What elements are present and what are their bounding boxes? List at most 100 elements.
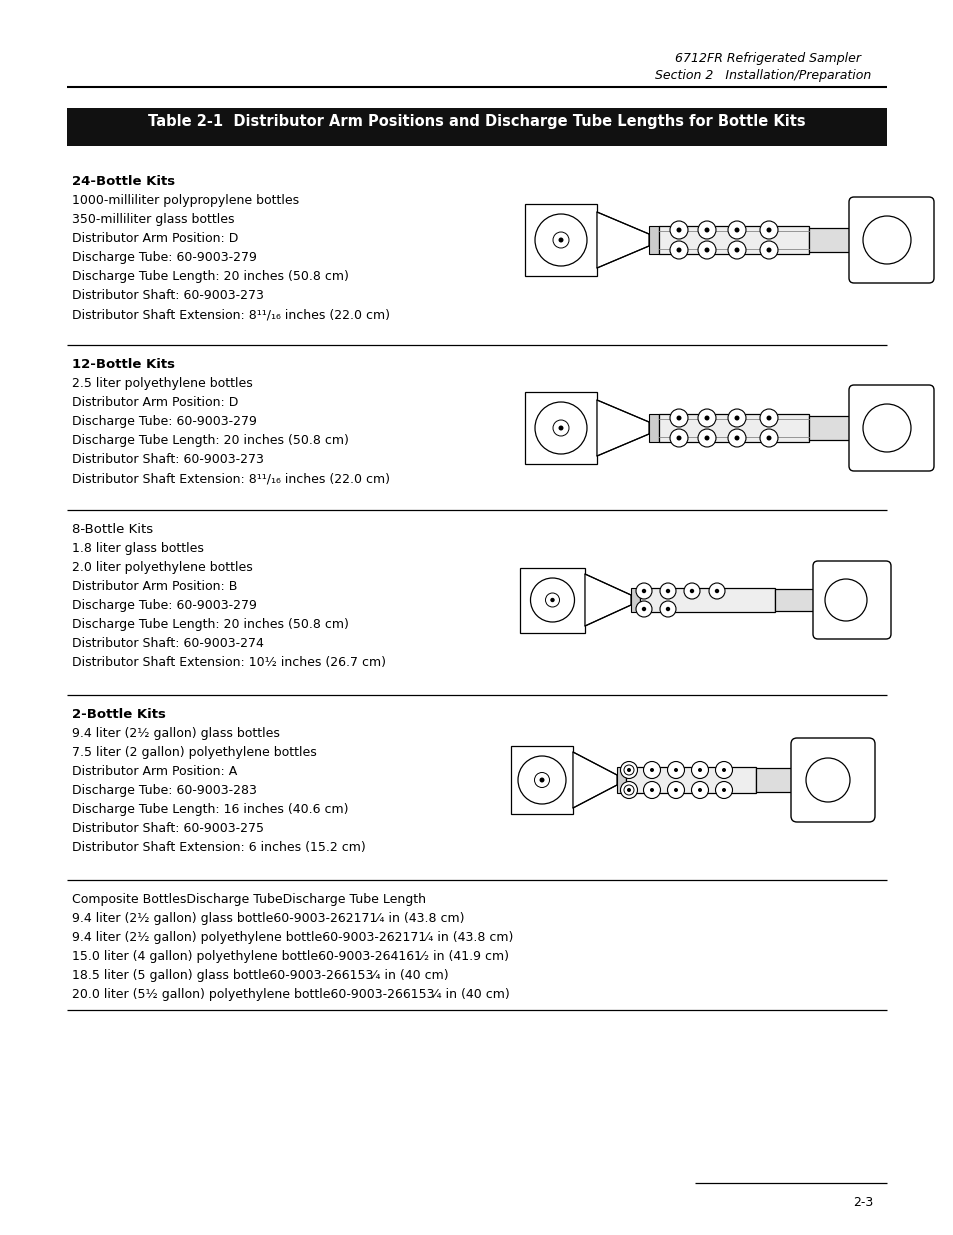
Circle shape <box>673 768 678 772</box>
Circle shape <box>659 583 676 599</box>
Circle shape <box>765 247 771 252</box>
Text: Distributor Shaft: 60-9003-273: Distributor Shaft: 60-9003-273 <box>71 289 264 303</box>
Circle shape <box>698 788 701 792</box>
Circle shape <box>535 214 586 266</box>
Bar <box>524 391 597 464</box>
Text: Composite BottlesDischarge TubeDischarge Tube Length: Composite BottlesDischarge TubeDischarge… <box>71 893 426 906</box>
Circle shape <box>760 241 778 259</box>
Circle shape <box>545 593 558 606</box>
Bar <box>659 414 808 442</box>
Bar <box>808 228 853 252</box>
Circle shape <box>649 788 654 792</box>
Bar <box>755 768 793 792</box>
Text: Distributor Arm Position: D: Distributor Arm Position: D <box>71 232 238 245</box>
FancyBboxPatch shape <box>790 739 874 823</box>
Text: Distributor Shaft: 60-9003-273: Distributor Shaft: 60-9003-273 <box>71 453 264 466</box>
Text: 9.4 liter (2½ gallon) glass bottles: 9.4 liter (2½ gallon) glass bottles <box>71 727 279 740</box>
Circle shape <box>683 583 700 599</box>
Circle shape <box>676 436 680 441</box>
Circle shape <box>676 415 680 420</box>
Circle shape <box>641 606 645 611</box>
Circle shape <box>760 409 778 427</box>
Circle shape <box>673 788 678 792</box>
Circle shape <box>659 601 676 618</box>
Circle shape <box>703 247 709 252</box>
Bar <box>639 588 774 613</box>
Circle shape <box>619 782 637 799</box>
Circle shape <box>727 429 745 447</box>
Circle shape <box>708 583 724 599</box>
Text: 1.8 liter glass bottles: 1.8 liter glass bottles <box>71 542 204 555</box>
Text: 15.0 liter (4 gallon) polyethylene bottle60-9003-264161⁄₂ in (41.9 cm): 15.0 liter (4 gallon) polyethylene bottl… <box>71 950 509 963</box>
Circle shape <box>535 403 586 454</box>
Text: Distributor Shaft: 60-9003-275: Distributor Shaft: 60-9003-275 <box>71 823 264 835</box>
Text: Discharge Tube: 60-9003-283: Discharge Tube: 60-9003-283 <box>71 784 256 797</box>
Circle shape <box>676 227 680 232</box>
Circle shape <box>691 782 708 799</box>
Circle shape <box>626 768 630 772</box>
Circle shape <box>669 409 687 427</box>
Circle shape <box>636 601 651 618</box>
Text: 8-Bottle Kits: 8-Bottle Kits <box>71 522 153 536</box>
Circle shape <box>669 221 687 240</box>
Circle shape <box>727 409 745 427</box>
Circle shape <box>765 415 771 420</box>
Circle shape <box>626 788 630 792</box>
Circle shape <box>727 221 745 240</box>
Text: Discharge Tube Length: 20 inches (50.8 cm): Discharge Tube Length: 20 inches (50.8 c… <box>71 270 349 283</box>
Text: Distributor Shaft Extension: 8¹¹/₁₆ inches (22.0 cm): Distributor Shaft Extension: 8¹¹/₁₆ inch… <box>71 308 390 321</box>
Circle shape <box>698 409 716 427</box>
Text: 7.5 liter (2 gallon) polyethylene bottles: 7.5 liter (2 gallon) polyethylene bottle… <box>71 746 316 760</box>
Circle shape <box>721 768 725 772</box>
Circle shape <box>765 227 771 232</box>
Circle shape <box>721 788 725 792</box>
Bar <box>808 416 853 440</box>
Text: 2-Bottle Kits: 2-Bottle Kits <box>71 708 166 721</box>
Circle shape <box>643 762 659 778</box>
Circle shape <box>760 221 778 240</box>
Circle shape <box>715 782 732 799</box>
Circle shape <box>636 583 651 599</box>
Text: 2.0 liter polyethylene bottles: 2.0 liter polyethylene bottles <box>71 561 253 574</box>
Circle shape <box>765 436 771 441</box>
Bar <box>67 107 886 146</box>
Text: 12-Bottle Kits: 12-Bottle Kits <box>71 358 174 370</box>
Circle shape <box>760 429 778 447</box>
Text: Discharge Tube: 60-9003-279: Discharge Tube: 60-9003-279 <box>71 599 256 613</box>
Text: Distributor Shaft Extension: 8¹¹/₁₆ inches (22.0 cm): Distributor Shaft Extension: 8¹¹/₁₆ inch… <box>71 472 390 485</box>
Text: Distributor Arm Position: A: Distributor Arm Position: A <box>71 764 237 778</box>
Circle shape <box>805 758 849 802</box>
Circle shape <box>862 404 910 452</box>
Text: 9.4 liter (2½ gallon) polyethylene bottle60-9003-262171⁄₄ in (43.8 cm): 9.4 liter (2½ gallon) polyethylene bottl… <box>71 931 513 944</box>
Circle shape <box>691 762 708 778</box>
Polygon shape <box>573 752 617 808</box>
Circle shape <box>734 436 739 441</box>
Text: Discharge Tube Length: 20 inches (50.8 cm): Discharge Tube Length: 20 inches (50.8 c… <box>71 618 349 631</box>
Text: 6712FR Refrigerated Sampler: 6712FR Refrigerated Sampler <box>675 52 861 65</box>
Bar <box>617 767 625 793</box>
Circle shape <box>550 598 554 603</box>
Circle shape <box>667 762 684 778</box>
Circle shape <box>734 247 739 252</box>
Text: Table 2-1  Distributor Arm Positions and Discharge Tube Lengths for Bottle Kits: Table 2-1 Distributor Arm Positions and … <box>148 114 805 128</box>
Text: 2-3: 2-3 <box>852 1195 872 1209</box>
Text: Distributor Arm Position: D: Distributor Arm Position: D <box>71 396 238 409</box>
Bar <box>630 588 639 613</box>
Circle shape <box>669 429 687 447</box>
Circle shape <box>698 768 701 772</box>
Circle shape <box>649 768 654 772</box>
Bar <box>625 767 755 793</box>
Polygon shape <box>597 400 648 456</box>
Circle shape <box>665 606 670 611</box>
Bar <box>648 414 659 442</box>
Bar <box>774 589 814 611</box>
Circle shape <box>734 415 739 420</box>
Polygon shape <box>597 212 648 268</box>
Circle shape <box>698 221 716 240</box>
Circle shape <box>703 436 709 441</box>
Circle shape <box>715 762 732 778</box>
Text: Discharge Tube Length: 20 inches (50.8 cm): Discharge Tube Length: 20 inches (50.8 c… <box>71 433 349 447</box>
Text: 18.5 liter (5 gallon) glass bottle60-9003-266153⁄₄ in (40 cm): 18.5 liter (5 gallon) glass bottle60-900… <box>71 969 448 982</box>
Bar <box>648 226 659 254</box>
Text: 9.4 liter (2½ gallon) glass bottle60-9003-262171⁄₄ in (43.8 cm): 9.4 liter (2½ gallon) glass bottle60-900… <box>71 911 464 925</box>
